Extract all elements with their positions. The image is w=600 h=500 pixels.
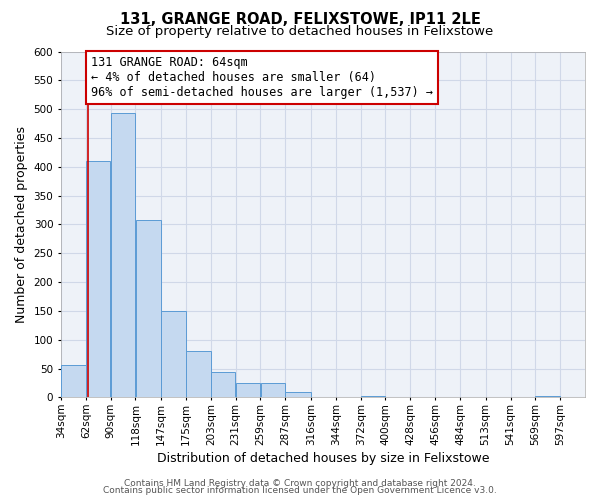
Bar <box>186 350 211 398</box>
Bar <box>61 364 86 398</box>
Y-axis label: Number of detached properties: Number of detached properties <box>15 126 28 323</box>
Text: Contains public sector information licensed under the Open Government Licence v3: Contains public sector information licen… <box>103 486 497 495</box>
Text: 131, GRANGE ROAD, FELIXSTOWE, IP11 2LE: 131, GRANGE ROAD, FELIXSTOWE, IP11 2LE <box>119 12 481 28</box>
Bar <box>535 396 560 398</box>
Bar <box>236 383 260 398</box>
Bar <box>211 372 235 398</box>
X-axis label: Distribution of detached houses by size in Felixstowe: Distribution of detached houses by size … <box>157 452 489 465</box>
Bar <box>286 392 311 398</box>
Text: Contains HM Land Registry data © Crown copyright and database right 2024.: Contains HM Land Registry data © Crown c… <box>124 479 476 488</box>
Bar <box>136 220 161 398</box>
Bar <box>161 312 186 398</box>
Bar <box>111 113 135 398</box>
Text: Size of property relative to detached houses in Felixstowe: Size of property relative to detached ho… <box>106 25 494 38</box>
Bar <box>86 161 110 398</box>
Bar <box>361 396 385 398</box>
Bar <box>260 383 285 398</box>
Text: 131 GRANGE ROAD: 64sqm
← 4% of detached houses are smaller (64)
96% of semi-deta: 131 GRANGE ROAD: 64sqm ← 4% of detached … <box>91 56 433 99</box>
